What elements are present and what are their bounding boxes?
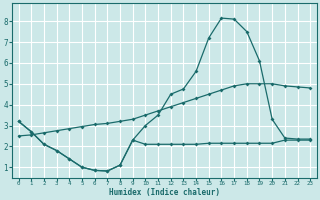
X-axis label: Humidex (Indice chaleur): Humidex (Indice chaleur) [109,188,220,197]
